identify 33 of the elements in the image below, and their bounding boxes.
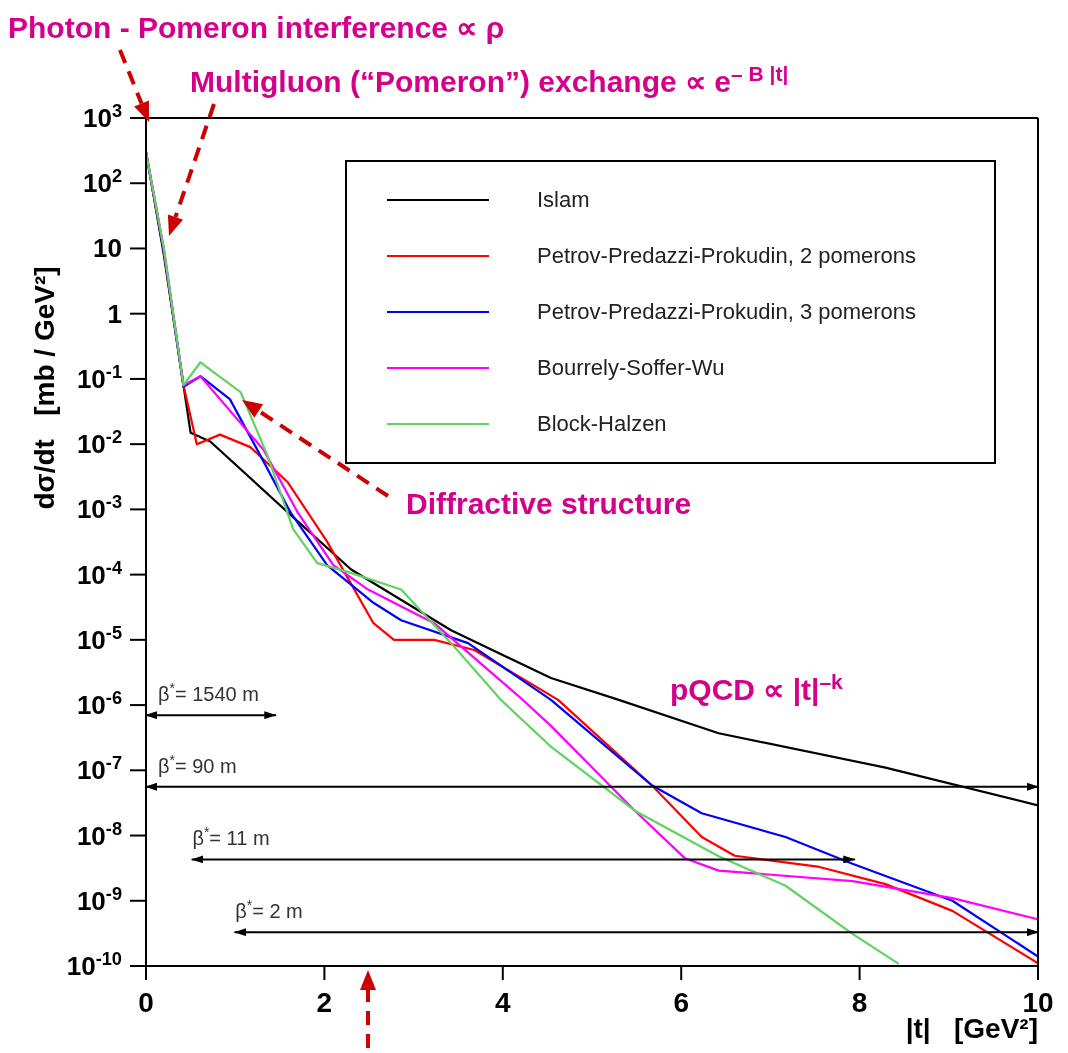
text: Photon - Pomeron interference ∝ ρ [8,11,505,44]
x-tick-label: 4 [495,987,512,1018]
annotation: pQCD ∝ |t|$^{–k}$ [670,669,844,706]
x-tick-label: 6 [673,987,689,1018]
annotation: β$^{*}$= 1540 m [158,680,259,706]
annotation: β$^{*}$= 90 m [158,751,237,777]
y-tick-label: 10$^{-3}$ [76,492,122,525]
y-tick-label: 10$^{3}$ [82,101,122,133]
y-tick-label: 10$^{-4}$ [76,557,123,590]
legend-label: Block-Halzen [537,411,667,437]
y-tick-label: 10$^{-5}$ [76,622,122,655]
y-tick-label: 1 [107,298,122,329]
y-axis-title: dσ/dt [mb / GeV²] [29,266,60,510]
text: Multigluon (“Pomeron”) exchange ∝ e$^{– B |t|}$ [190,61,789,98]
y-tick-label: 10$^{-2}$ [76,427,122,460]
y-tick-label: 10 [93,233,122,264]
annotation: β$^{*}$= 11 m [192,824,270,850]
x-tick-label: 2 [316,987,333,1018]
annotation: β$^{*}$= 2 m [235,897,303,923]
y-tick-label: 10$^{-1}$ [76,361,122,394]
y-tick-label: 10$^{2}$ [82,166,122,199]
legend-label: Bourrely-Soffer-Wu [537,355,725,381]
x-tick-label: 8 [851,987,868,1018]
y-tick-label: 10$^{-7}$ [76,753,122,786]
y-tick-label: 10$^{-10}$ [66,949,122,981]
legend-label: Islam [537,187,590,213]
legend-label: Petrov-Predazzi-Prokudin, 2 pomerons [537,243,917,269]
y-tick-label: 10$^{-6}$ [76,688,122,721]
y-tick-label: 10$^{-8}$ [76,818,122,851]
annotation: Diffractive structure [406,487,692,520]
y-tick-label: 10$^{-9}$ [76,883,122,916]
legend-label: Petrov-Predazzi-Prokudin, 3 pomerons [537,299,917,325]
x-tick-label: 0 [138,987,154,1018]
